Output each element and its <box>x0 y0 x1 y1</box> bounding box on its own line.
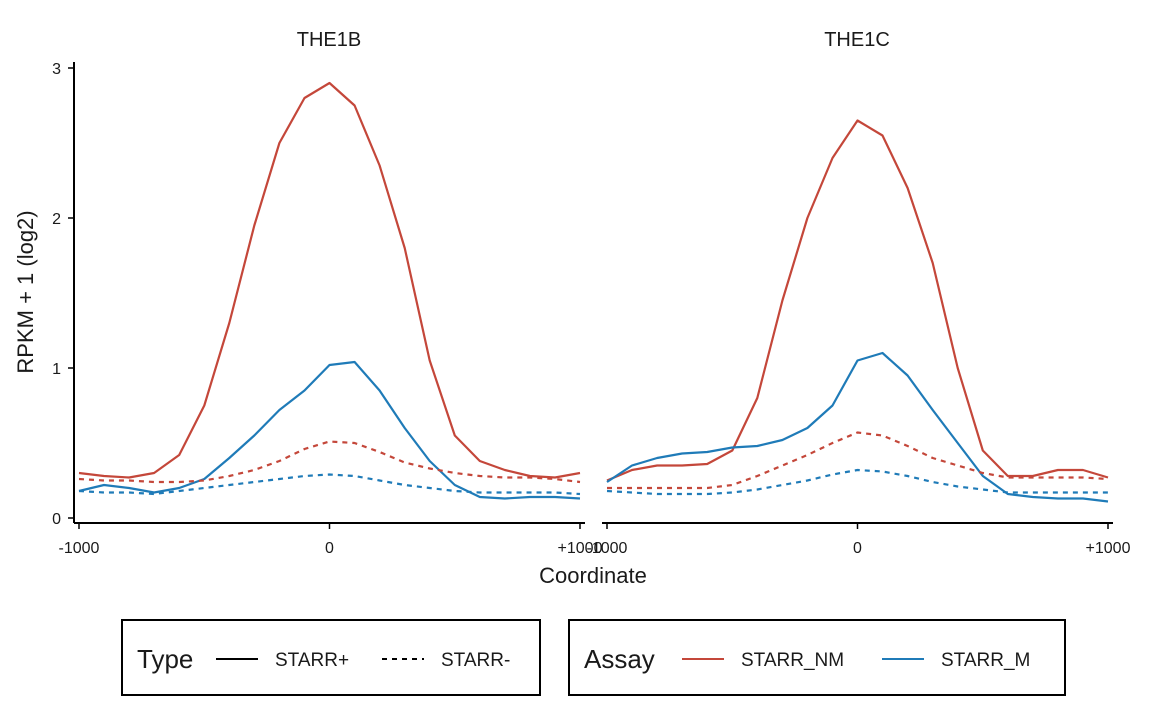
series-line-starr-m-minus <box>606 468 1108 496</box>
y-tick-label: 1 <box>52 361 61 378</box>
panel-title-the1c: THE1C <box>824 29 890 51</box>
panel-title-the1b: THE1B <box>297 29 361 51</box>
y-tick-label: 0 <box>52 511 61 528</box>
series-line-starr-nm-minus <box>78 440 581 484</box>
series-line-starr-m-plus <box>78 360 581 500</box>
x-tick-label: -1000 <box>587 540 628 557</box>
x-tick-label: 0 <box>853 540 862 557</box>
legend-type: Type STARR+ STARR- <box>121 619 541 696</box>
legend-type-box <box>121 619 541 696</box>
panel-the1b: THE1B -1000 0 +1000 <box>59 29 603 557</box>
ticks-the1b: -1000 0 +1000 <box>59 523 603 557</box>
ticks-the1c: -1000 0 +1000 <box>587 523 1131 557</box>
legend-label-starr-plus: STARR+ <box>275 650 349 671</box>
x-tick-label: -1000 <box>59 540 100 557</box>
series-line-starr-m-minus <box>78 473 581 496</box>
y-tick-label: 3 <box>52 61 61 78</box>
legend-label-starr-nm: STARR_NM <box>741 650 844 671</box>
series-line-starr-nm-plus <box>606 119 1109 482</box>
legend-assay-box <box>568 619 1066 696</box>
y-ticks: 0 1 2 3 <box>52 61 74 528</box>
legend-label-starr-minus: STARR- <box>441 650 510 671</box>
legend-assay-title: Assay <box>584 644 655 674</box>
x-tick-label: +1000 <box>558 540 603 557</box>
legend-type-title: Type <box>137 644 193 674</box>
y-axis-title: RPKM + 1 (log2) <box>13 210 38 373</box>
series-group-the1c <box>606 119 1109 503</box>
x-axis-title: Coordinate <box>539 563 647 588</box>
legend-label-starr-m: STARR_M <box>941 650 1030 671</box>
legend-assay: Assay STARR_NM STARR_M <box>568 619 1066 696</box>
y-tick-label: 2 <box>52 211 61 228</box>
panel-the1c: THE1C -1000 0 +1000 <box>587 29 1131 557</box>
series-line-starr-nm-minus <box>607 431 1109 490</box>
series-line-starr-nm-plus <box>78 81 581 479</box>
series-line-starr-m-plus <box>606 351 1109 503</box>
x-tick-label: +1000 <box>1086 540 1131 557</box>
x-tick-label: 0 <box>325 540 334 557</box>
series-group-the1b <box>78 81 581 500</box>
